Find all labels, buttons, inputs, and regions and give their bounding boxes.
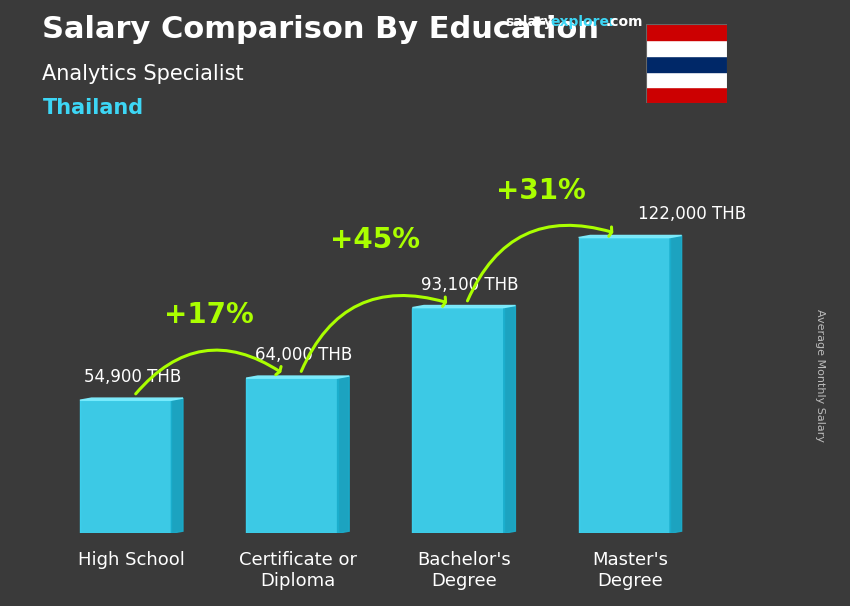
Text: Analytics Specialist: Analytics Specialist [42, 64, 244, 84]
Text: High School: High School [78, 551, 184, 569]
Polygon shape [80, 398, 183, 400]
Text: explorer: explorer [551, 15, 617, 29]
Polygon shape [670, 236, 682, 533]
Polygon shape [504, 305, 515, 533]
Text: Master's
Degree: Master's Degree [592, 551, 668, 590]
Text: Certificate or
Diploma: Certificate or Diploma [239, 551, 357, 590]
Text: .com: .com [605, 15, 643, 29]
Text: 122,000 THB: 122,000 THB [638, 205, 745, 224]
Bar [80, 400, 172, 533]
Text: Average Monthly Salary: Average Monthly Salary [815, 309, 825, 442]
Polygon shape [172, 398, 183, 533]
Bar [646, 40, 727, 56]
Text: 93,100 THB: 93,100 THB [422, 276, 519, 293]
Text: +45%: +45% [330, 226, 420, 255]
Text: 54,900 THB: 54,900 THB [84, 368, 181, 386]
Text: +31%: +31% [496, 177, 586, 205]
Bar [246, 378, 337, 533]
Text: salary: salary [506, 15, 553, 29]
Polygon shape [246, 376, 349, 378]
Bar [646, 87, 727, 103]
Text: Thailand: Thailand [42, 98, 144, 118]
Bar [646, 56, 727, 72]
Text: Bachelor's
Degree: Bachelor's Degree [417, 551, 511, 590]
Bar [412, 308, 504, 533]
Polygon shape [579, 236, 682, 238]
Text: Salary Comparison By Education: Salary Comparison By Education [42, 15, 599, 44]
Bar [646, 24, 727, 40]
Text: 64,000 THB: 64,000 THB [255, 346, 353, 364]
Bar [579, 238, 670, 533]
Bar [646, 72, 727, 87]
Polygon shape [337, 376, 349, 533]
Text: +17%: +17% [164, 301, 253, 328]
Polygon shape [412, 305, 515, 308]
